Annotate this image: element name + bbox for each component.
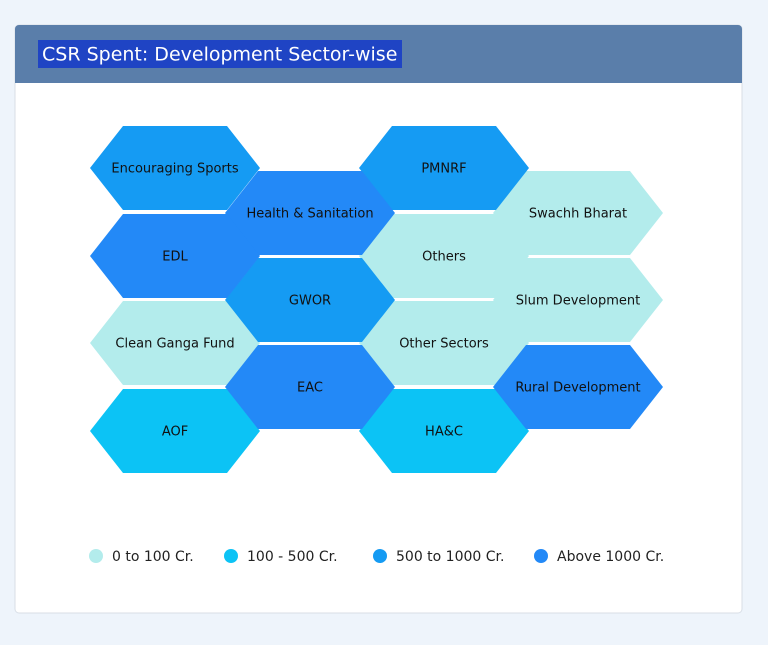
tile-label: AOF xyxy=(162,425,188,440)
legend-label: 100 - 500 Cr. xyxy=(247,549,338,565)
hex-tile xyxy=(90,126,260,210)
tile-label: Health & Sanitation xyxy=(246,207,373,222)
hex-tile xyxy=(90,389,260,473)
tile-label: Slum Development xyxy=(516,294,640,309)
hex-tile xyxy=(493,345,663,429)
tile-label: Clean Ganga Fund xyxy=(115,337,234,352)
hex-tile xyxy=(493,171,663,255)
tile-label: Rural Development xyxy=(515,381,640,396)
tile-label: Other Sectors xyxy=(399,337,489,352)
hex-tile xyxy=(90,301,260,385)
hex-tile xyxy=(359,301,529,385)
tile-label: EAC xyxy=(297,381,323,396)
hex-tile xyxy=(359,126,529,210)
legend-marker xyxy=(89,549,103,563)
hex-tile xyxy=(225,345,395,429)
hex-tile xyxy=(225,171,395,255)
title-highlight xyxy=(38,40,402,68)
legend-marker xyxy=(373,549,387,563)
chart-title: CSR Spent: Development Sector-wise xyxy=(42,44,397,66)
tile-label: HA&C xyxy=(425,425,463,440)
legend-label: 500 to 1000 Cr. xyxy=(396,549,504,565)
legend-marker xyxy=(534,549,548,563)
tile-label: Encouraging Sports xyxy=(111,162,238,177)
legend-label: Above 1000 Cr. xyxy=(557,549,664,565)
tile-label: Swachh Bharat xyxy=(529,207,627,222)
hex-tile xyxy=(225,258,395,342)
hex-tile xyxy=(493,258,663,342)
tile-label: EDL xyxy=(162,250,188,265)
hex-tile xyxy=(359,214,529,298)
hex-tile xyxy=(359,389,529,473)
tile-label: GWOR xyxy=(289,294,331,309)
tile-label: Others xyxy=(422,250,466,265)
legend-label: 0 to 100 Cr. xyxy=(112,549,194,565)
legend-marker xyxy=(224,549,238,563)
hex-tile xyxy=(90,214,260,298)
tile-label: PMNRF xyxy=(421,162,466,177)
